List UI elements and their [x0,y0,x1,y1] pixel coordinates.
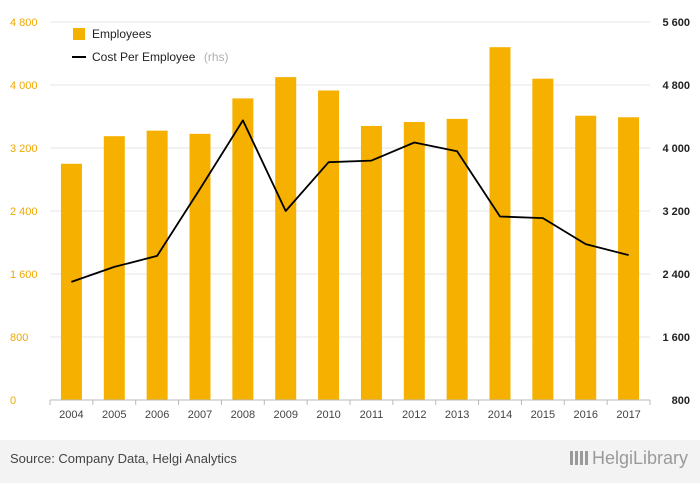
bar-employees-2008 [232,98,254,400]
x-tick-label-2014: 2014 [488,409,512,421]
x-tick-label-2012: 2012 [402,409,426,421]
x-tick-label-2011: 2011 [360,409,384,421]
left-tick-label: 800 [10,332,28,344]
bar-employees-2009 [275,77,297,400]
cost-per-employee-line [71,119,629,283]
right-axis-ticks: 800 1 600 2 400 3 200 4 000 4 800 5 600 [662,17,690,407]
left-tick-label: 2 400 [10,206,38,218]
bar-employees-2014 [489,47,511,400]
left-tick-label: 0 [10,395,16,407]
brand-logo: HelgiLibrary [569,448,688,469]
legend-label-cost-name: Cost Per Employee [92,50,196,64]
x-tick-label-2004: 2004 [59,409,83,421]
x-tick-label-2010: 2010 [316,409,340,421]
x-tick-label-2007: 2007 [188,409,212,421]
cost-per-employee-line-group [71,119,629,283]
bar-employees-2013 [446,118,468,401]
x-tick-label-2017: 2017 [616,409,640,421]
brand-name: HelgiLibrary [591,448,688,468]
legend-swatch-employees [73,28,85,40]
employees-bars [60,47,640,401]
source-text: Source: Company Data, Helgi Analytics [10,451,237,466]
left-tick-label: 1 600 [10,269,38,281]
right-tick-label: 2 400 [662,269,690,281]
right-tick-label: 4 000 [662,143,690,155]
right-tick-label: 800 [672,395,690,407]
x-axis: 2004 2005 2006 2007 2008 2009 2010 2011 2012 2013… [49,399,651,421]
bar-employees-2016 [575,115,597,401]
bar-employees-2007 [189,133,211,400]
library-icon [569,451,588,465]
x-tick-label-2015: 2015 [531,409,555,421]
x-tick-label-2013: 2013 [445,409,469,421]
left-tick-label: 3 200 [10,143,38,155]
right-tick-label: 4 800 [662,80,690,92]
gridlines [50,21,650,338]
bar-employees-2010 [318,90,340,400]
bar-employees-2015 [532,78,554,400]
legend-label-cost: Cost Per Employee (rhs) [92,48,229,65]
left-tick-label: 4 000 [10,80,38,92]
legend-label-cost-suffix: (rhs) [204,50,229,64]
right-tick-label: 3 200 [662,206,690,218]
left-axis-ticks: 0 800 1 600 2 400 3 200 4 000 4 800 [10,17,38,407]
bar-employees-2006 [146,130,168,401]
bar-employees-2012 [403,122,425,400]
bar-employees-2017 [618,117,640,400]
x-tick-label-2006: 2006 [145,409,169,421]
right-tick-label: 5 600 [662,17,690,29]
x-tick-label-2005: 2005 [102,409,126,421]
legend-label-employees: Employees [92,27,151,41]
chart: 0 800 1 600 2 400 3 200 4 000 4 800 800 1 600 2 … [10,17,690,421]
right-tick-label: 1 600 [662,332,690,344]
x-tick-label-2008: 2008 [231,409,255,421]
x-tick-label-2009: 2009 [273,409,297,421]
bar-employees-2005 [103,136,125,400]
legend: Employees Cost Per Employee (rhs) [72,27,229,65]
left-tick-label: 4 800 [10,17,38,29]
bar-employees-2011 [360,125,382,400]
x-tick-label-2016: 2016 [573,409,597,421]
